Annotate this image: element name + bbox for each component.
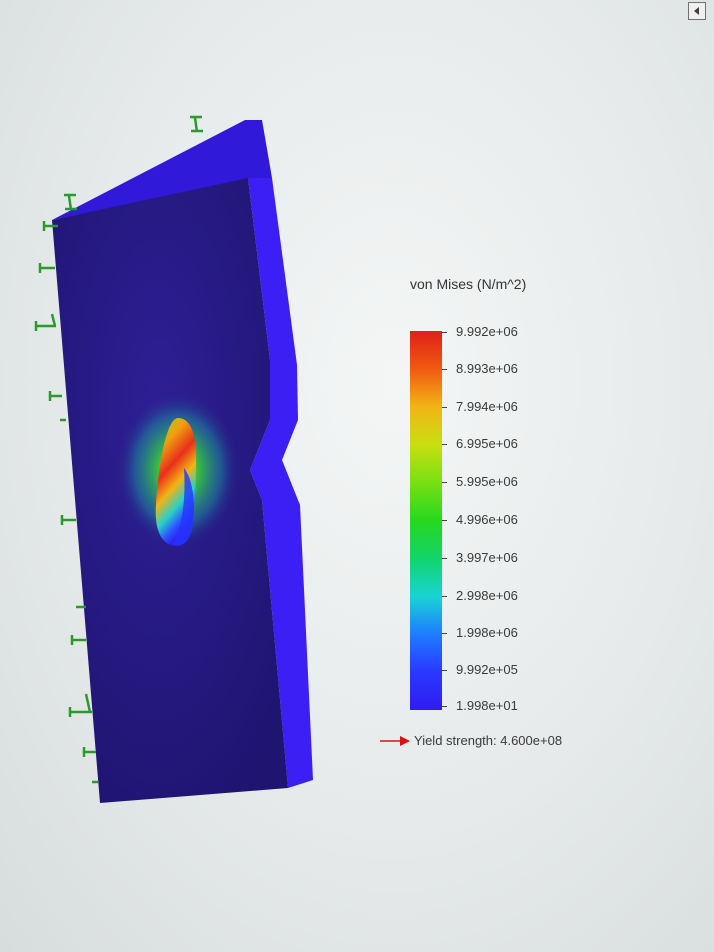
- legend-title: von Mises (N/m^2): [410, 276, 527, 292]
- fixture-icon: [42, 221, 58, 231]
- fixture-icon: [60, 515, 76, 525]
- legend-tick-label: 4.996e+06: [456, 512, 518, 527]
- yield-strength-label: Yield strength: 4.600e+08: [414, 733, 563, 748]
- stress-colorbar: [410, 331, 442, 710]
- legend-tick-label: 1.998e+01: [456, 698, 518, 713]
- legend-tick: [442, 520, 447, 521]
- legend-tick-label: 9.992e+06: [456, 324, 518, 339]
- fixture-icon: [48, 391, 62, 401]
- legend-tick: [442, 407, 447, 408]
- fixture-icon: [68, 693, 92, 717]
- legend-tick-label: 5.995e+06: [456, 474, 518, 489]
- fixture-icon: [70, 635, 86, 645]
- legend-tick: [442, 670, 447, 671]
- legend-tick-label: 2.998e+06: [456, 588, 518, 603]
- legend-tick-label: 7.994e+06: [456, 399, 518, 414]
- legend-tick: [442, 482, 447, 483]
- fixture-icon: [34, 313, 57, 331]
- model-top-face: [52, 120, 272, 220]
- fixture-icon: [64, 193, 77, 211]
- fixture-icon: [38, 263, 55, 273]
- legend-tick-label: 1.998e+06: [456, 625, 518, 640]
- fixture-icon: [190, 115, 203, 133]
- model-side-face: [248, 178, 313, 788]
- legend-tick: [442, 332, 447, 333]
- legend-tick: [442, 369, 447, 370]
- legend-tick: [442, 706, 447, 707]
- legend-tick: [442, 633, 447, 634]
- yield-arrow-icon: [380, 735, 410, 746]
- legend-tick: [442, 444, 447, 445]
- collapse-left-icon[interactable]: [688, 2, 706, 20]
- legend-tick-label: 6.995e+06: [456, 436, 518, 451]
- fixture-markers: [34, 115, 203, 784]
- hole-inner-shadow: [172, 468, 194, 546]
- legend-tick: [442, 558, 447, 559]
- legend-tick-label: 3.997e+06: [456, 550, 518, 565]
- fixture-icon: [82, 747, 96, 757]
- legend-tick-label: 8.993e+06: [456, 361, 518, 376]
- legend-tick-label: 9.992e+05: [456, 662, 518, 677]
- yield-strength-indicator: Yield strength: 4.600e+08: [380, 733, 562, 748]
- legend-tick: [442, 596, 447, 597]
